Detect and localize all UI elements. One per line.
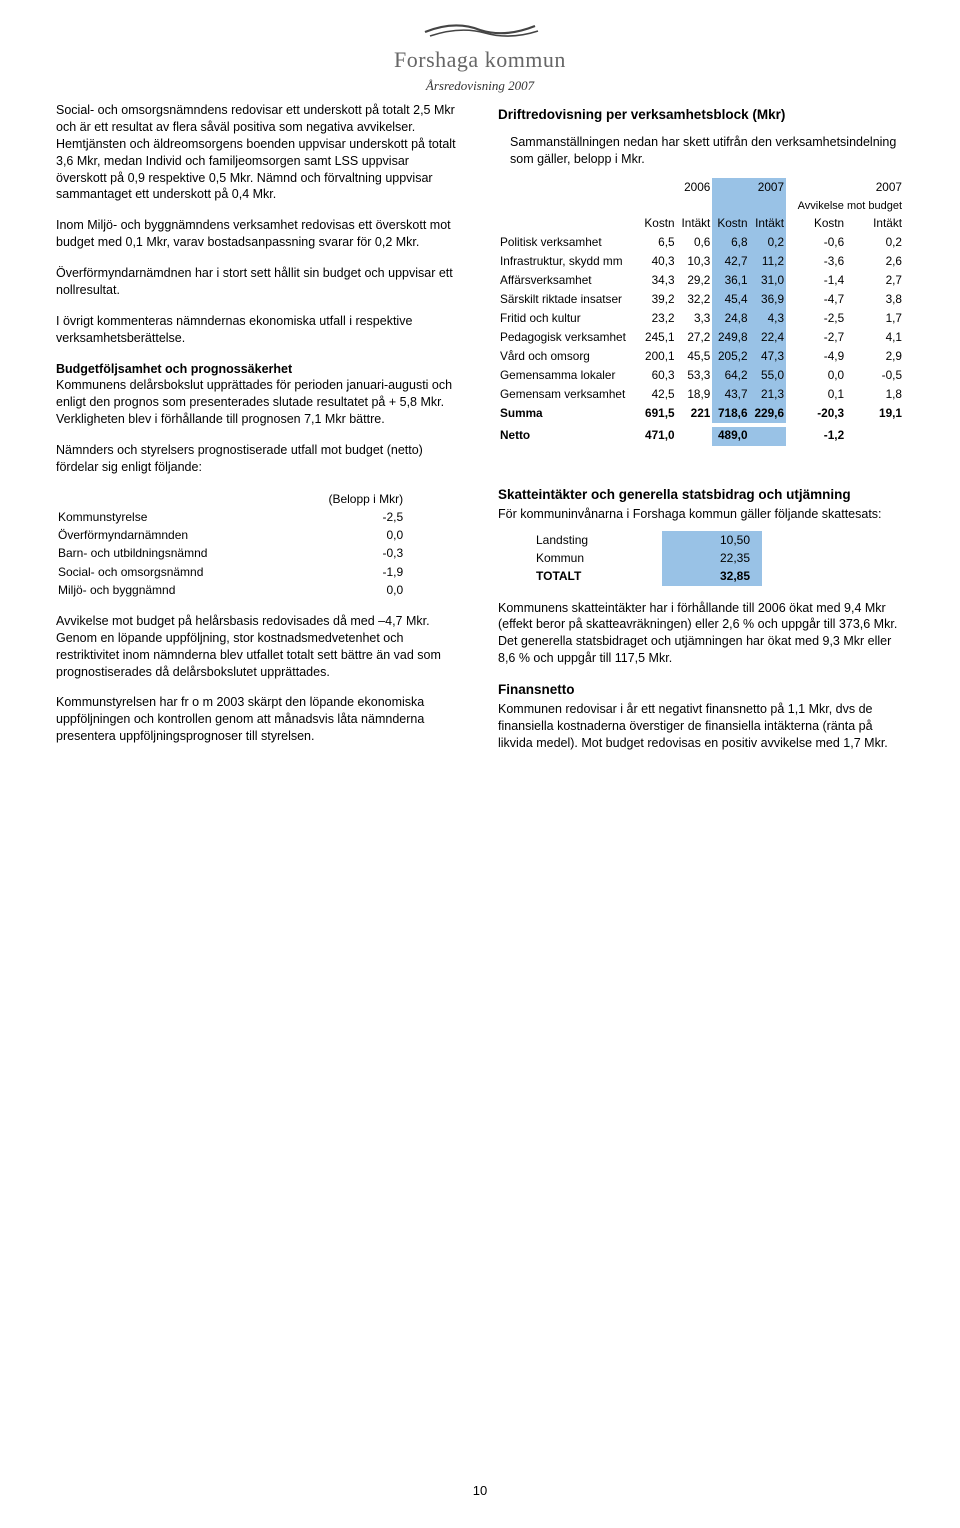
- section-heading: Skatteintäkter och generella statsbidrag…: [498, 486, 904, 504]
- table-row: Kommunstyrelse-2,5: [56, 508, 405, 526]
- page-header: Forshaga kommun Årsredovisning 2007: [0, 0, 960, 94]
- page-number: 10: [0, 1482, 960, 1500]
- drift-table: 2006 2007 2007 Avvikelse mot budget Kost…: [498, 178, 904, 446]
- table-row: Miljö- och byggnämnd0,0: [56, 581, 405, 599]
- table-row: Överförmyndarnämnden0,0: [56, 526, 405, 544]
- table-row: Kostn Intäkt Kostn Intäkt Kostn Intäkt: [498, 215, 904, 234]
- paragraph-text: Kommunens delårsbokslut upprättades för …: [56, 378, 452, 426]
- paragraph: Kommunen redovisar i år ett negativt fin…: [498, 701, 904, 752]
- table-row: Netto471,0489,0-1,2: [498, 427, 904, 446]
- table-row: Landsting10,50: [532, 531, 762, 549]
- table-caption: (Belopp i Mkr): [56, 490, 405, 508]
- paragraph: Inom Miljö- och byggnämndens verksamhet …: [56, 217, 462, 251]
- table-row: Barn- och utbildningsnämnd-0,3: [56, 544, 405, 562]
- table-row: Fritid och kultur23,23,324,84,3-2,51,7: [498, 309, 904, 328]
- section-heading: Driftredovisning per verksamhetsblock (M…: [498, 106, 904, 124]
- table-row: Gemensamma lokaler60,353,364,255,00,0-0,…: [498, 366, 904, 385]
- table-row: (Belopp i Mkr): [56, 490, 405, 508]
- table-row: Pedagogisk verksamhet245,127,2249,822,4-…: [498, 328, 904, 347]
- paragraph: Kommunens skatteintäkter har i förhållan…: [498, 600, 904, 668]
- table-row: Kommun22,35: [532, 549, 762, 567]
- section-heading: Budgetföljsamhet och prognossäkerhet: [56, 362, 292, 376]
- tax-table: Landsting10,50 Kommun22,35 TOTALT32,85: [532, 531, 762, 586]
- paragraph: Överförmyndarnämdnen har i stort sett hå…: [56, 265, 462, 299]
- paragraph: Avvikelse mot budget på helårsbasis redo…: [56, 613, 462, 681]
- paragraph: Kommunstyrelsen har fr o m 2003 skärpt d…: [56, 694, 462, 745]
- table-row: Avvikelse mot budget: [498, 197, 904, 215]
- prognosis-table: (Belopp i Mkr) Kommunstyrelse-2,5 Överfö…: [56, 490, 405, 599]
- logo-text: Forshaga kommun: [0, 45, 960, 75]
- table-row: 2006 2007 2007: [498, 178, 904, 197]
- header-subtitle: Årsredovisning 2007: [0, 77, 960, 95]
- paragraph: Sammanställningen nedan har skett utifrå…: [510, 134, 904, 168]
- paragraph: I övrigt kommenteras nämndernas ekonomis…: [56, 313, 462, 347]
- logo-wave-icon: [420, 18, 540, 38]
- table-row: Affärsverksamhet34,329,236,131,0-1,42,7: [498, 272, 904, 291]
- table-row: Infrastruktur, skydd mm40,310,342,711,2-…: [498, 253, 904, 272]
- paragraph: Budgetföljsamhet och prognossäkerhet Kom…: [56, 361, 462, 429]
- table-row: Gemensam verksamhet42,518,943,721,30,11,…: [498, 385, 904, 404]
- paragraph: För kommuninvånarna i Forshaga kommun gä…: [498, 506, 904, 523]
- table-row: Politisk verksamhet6,50,66,80,2-0,60,2: [498, 234, 904, 253]
- table-row: TOTALT32,85: [532, 567, 762, 585]
- table-row: Social- och omsorgsnämnd-1,9: [56, 563, 405, 581]
- section-heading: Finansnetto: [498, 681, 904, 699]
- table-row: Särskilt riktade insatser39,232,245,436,…: [498, 291, 904, 310]
- paragraph: Social- och omsorgsnämndens redovisar et…: [56, 102, 462, 203]
- table-row: Vård och omsorg200,145,5205,247,3-4,92,9: [498, 347, 904, 366]
- table-row: Summa691,5221718,6229,6-20,319,1: [498, 404, 904, 423]
- paragraph: Nämnders och styrelsers prognostiserade …: [56, 442, 462, 476]
- right-column: Driftredovisning per verksamhetsblock (M…: [498, 102, 904, 766]
- left-column: Social- och omsorgsnämndens redovisar et…: [56, 102, 462, 766]
